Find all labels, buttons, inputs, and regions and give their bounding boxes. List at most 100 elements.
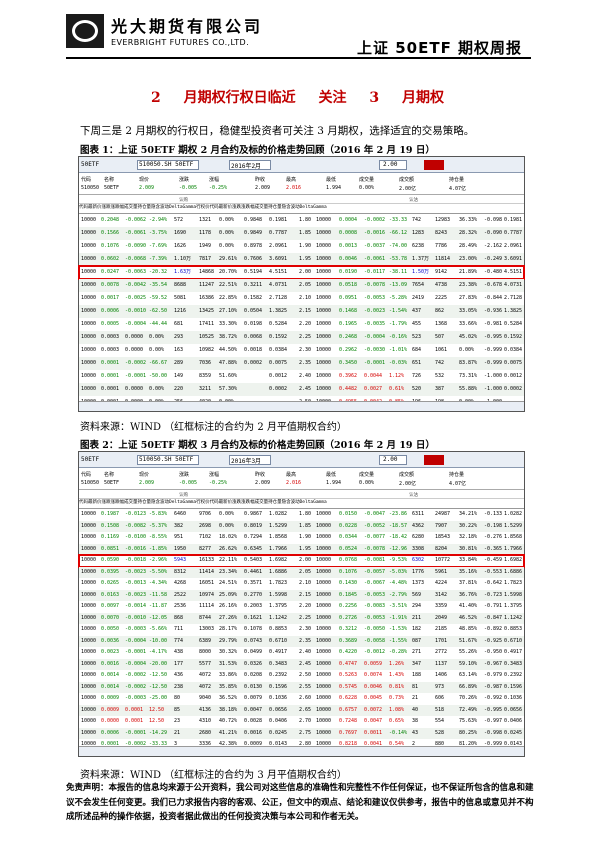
option-cell: 0.0228 [339, 522, 358, 529]
option-row[interactable]: 10000 0.0005 -0.0004 -44.44 681 17411 33.30% 0.… [79, 318, 524, 331]
option-row[interactable]: 10000 0.0097 -0.0014 -11.87 2536 11114 26.16% 0… [79, 601, 524, 613]
disclaimer: 免责声明：本报告的信息均来源于公开资料，我公司对这些信息的准确性和完整性不作任何… [66, 783, 534, 822]
underlying-select[interactable] [137, 455, 199, 465]
option-cell: 0.0097 [101, 603, 120, 609]
call-column-header[interactable]: 成交量 [124, 205, 138, 210]
option-cell: 29.61% [219, 256, 238, 262]
put-column-header[interactable]: Gamma [313, 205, 327, 210]
option-row[interactable]: 10000 0.0050 -0.0003 -5.66% 711 13003 28.17% 0.… [79, 624, 524, 636]
strike-field-value[interactable]: 2.00 [383, 456, 398, 463]
put-column-header[interactable]: 代码 [209, 500, 219, 505]
underlying-select-label[interactable]: 510050.SH 50ETF [139, 161, 194, 168]
put-column-header[interactable]: 隐含波动 [281, 500, 300, 505]
option-row[interactable]: 10000 0.0078 -0.0042 -35.54 8688 11247 22.51% 0… [79, 279, 524, 292]
put-column-header[interactable]: 最新价 [218, 205, 233, 210]
call-column-header[interactable]: 涨跌幅 [110, 500, 125, 505]
call-column-header[interactable]: Delta [169, 205, 183, 210]
call-column-header[interactable]: 隐含波动 [151, 205, 169, 210]
call-column-header[interactable]: 最新价 [88, 205, 102, 210]
put-column-header[interactable]: 持仓量 [268, 500, 282, 505]
option-row[interactable]: 10000 0.0001 -0.0001 -50.00 149 8359 51.60% 0.0… [79, 370, 524, 383]
put-column-header[interactable]: 行权价 [196, 205, 210, 210]
option-row[interactable]: 10000 0.0602 -0.0068 -7.39% 1.10万 7817 29.61% 0… [79, 253, 524, 266]
call-column-header[interactable]: 隐含波动 [151, 500, 169, 505]
option-row[interactable]: 10000 0.0001 0.0000 0.00% 220 3211 57.30% 0.000… [79, 383, 524, 396]
option-row[interactable]: 10000 0.2048 -0.0062 -2.94% 572 1321 0.00% 0.98… [79, 214, 524, 227]
red-toolbar-button[interactable] [424, 455, 444, 465]
option-cell: 0.0344 [339, 534, 358, 540]
month-select[interactable] [229, 160, 271, 170]
option-row[interactable]: 10000 0.0016 -0.0004 -20.00 177 5577 31.53% 0.0… [79, 658, 524, 670]
option-row[interactable]: 10000 0.0265 -0.0013 -4.34% 4268 16051 24.51% 0… [79, 578, 524, 590]
option-row[interactable]: 10000 0.0036 -0.0004 -10.00 774 6389 29.79% 0.0… [79, 635, 524, 647]
option-row[interactable]: 10000 0.1508 -0.0082 -5.37% 382 2698 0.00% 0.80… [79, 520, 524, 532]
option-cell: 10000 [81, 683, 97, 690]
put-column-header[interactable]: 成交量 [254, 500, 269, 505]
option-cell: -1.000 [484, 386, 503, 392]
option-row[interactable]: 10000 0.0014 -0.0002 -12.50 238 4072 35.85% 0.0… [79, 681, 524, 693]
atm-contract-row[interactable]: 10000 0.0590 -0.0018 -2.96% 5943 16133 22.11% 0… [78, 554, 525, 568]
option-row[interactable]: 10000 0.0017 -0.0025 -59.52 5081 16386 22.85% 0… [79, 292, 524, 305]
call-column-header[interactable]: 涨跌 [101, 500, 111, 505]
call-column-header[interactable]: Delta [169, 500, 183, 505]
month-select[interactable] [229, 455, 271, 465]
call-column-header[interactable]: Gamma [182, 500, 197, 505]
call-column-header[interactable]: Gamma [182, 205, 197, 210]
call-column-header[interactable]: 最新价 [88, 500, 102, 505]
put-column-header[interactable]: 涨跌幅 [241, 500, 255, 505]
option-row[interactable]: 10000 0.0000 0.0001 12.50 23 4310 40.72% 0.0028… [79, 716, 524, 728]
call-column-header[interactable]: 代码 [79, 500, 88, 505]
month-select-label[interactable]: 2016年2月 [231, 163, 262, 170]
option-row[interactable]: 10000 0.0851 -0.0016 -1.85% 1950 8277 26.62% 0.… [79, 543, 524, 555]
put-column-header[interactable]: 涨跌幅 [241, 205, 255, 210]
call-column-header[interactable]: 涨跌 [101, 205, 111, 210]
option-row[interactable]: 10000 0.1169 -0.0100 -8.55% 951 7102 18.02% 0.7… [79, 532, 524, 544]
underlying-select-label[interactable]: 510050.SH 50ETF [139, 456, 194, 463]
option-cell: 1406 [435, 672, 448, 678]
put-column-header[interactable]: 成交量 [254, 205, 269, 210]
option-row[interactable]: 10000 0.0009 -0.0003 -25.00 80 9040 36.52% 0.00… [79, 693, 524, 705]
call-column-header[interactable]: 代码 [79, 205, 88, 210]
option-row[interactable]: 10000 0.0163 -0.0023 -11.58 2522 10974 25.09% 0… [79, 589, 524, 601]
option-row[interactable]: 10000 0.0003 0.0000 0.00% 163 10982 44.50% 0.00… [79, 344, 524, 357]
put-column-header[interactable]: Gamma [313, 500, 327, 505]
put-column-header[interactable]: 持仓量 [268, 205, 282, 210]
option-row[interactable]: 10000 0.0023 -0.0001 -4.17% 438 8000 30.32% 0.0… [79, 647, 524, 659]
underlying-select[interactable] [137, 160, 199, 170]
call-column-header[interactable]: 成交量 [124, 500, 138, 505]
strike-field-value[interactable]: 2.00 [383, 161, 398, 168]
put-column-header[interactable]: 行权价 [196, 500, 210, 505]
option-row[interactable]: 10000 0.0006 -0.0010 -62.50 1216 13425 27.10% 0… [79, 305, 524, 318]
option-cell: 4310 [199, 718, 212, 724]
atm-contract-row[interactable]: 10000 0.0247 -0.0063 -20.32 1.63万 14868 20.70%… [78, 265, 525, 280]
red-toolbar-button[interactable] [424, 160, 444, 170]
put-column-header[interactable]: 代码 [209, 205, 219, 210]
put-column-header[interactable]: 最新价 [218, 500, 233, 505]
call-column-header[interactable]: 涨跌幅 [110, 205, 125, 210]
option-row[interactable]: 10000 0.1566 -0.0061 -3.75% 1690 1178 0.00% 0.9… [79, 227, 524, 240]
option-row[interactable]: 10000 0.0006 -0.0001 -14.29 21 2680 41.21% 0.00… [79, 727, 524, 739]
option-row[interactable]: 10000 0.0395 -0.0023 -5.50% 8312 11414 23.34% 0… [79, 566, 524, 578]
option-row[interactable]: 10000 0.0001 -0.0002 -66.67 289 7036 47.88% 0.0… [79, 357, 524, 370]
month-select-label[interactable]: 2016年3月 [231, 458, 262, 465]
report-title: 上证 50ETF 期权周报 [357, 39, 523, 57]
underlying-code-field[interactable]: 50ETF [81, 456, 100, 463]
option-cell: 0.5284 [269, 321, 288, 327]
option-row[interactable]: 10000 0.0001 -0.0002 -33.33 3 3336 42.38% 0.000… [79, 739, 524, 751]
strike-field[interactable] [379, 455, 407, 465]
put-column-header[interactable]: 涨跌 [232, 500, 242, 505]
call-column-header[interactable]: 持仓量 [137, 500, 152, 505]
option-row[interactable]: 10000 0.0070 -0.0010 -12.05 868 8744 27.26% 0.1… [79, 612, 524, 624]
option-row[interactable]: 10000 0.1076 -0.0090 -7.69% 1626 1949 0.00% 0.8… [79, 240, 524, 253]
option-row[interactable]: 10000 0.1987 -0.0123 -5.83% 6460 9706 0.00% 0.9… [79, 509, 524, 521]
put-column-header[interactable]: 涨跌 [232, 205, 242, 210]
underlying-code-field[interactable]: 50ETF [81, 161, 100, 168]
option-row[interactable]: 10000 0.0009 0.0001 12.50 85 4136 38.18% 0.0047… [79, 704, 524, 716]
put-column-header[interactable]: Delta [299, 500, 314, 505]
strike-field[interactable] [379, 160, 407, 170]
option-row[interactable]: 10000 0.0003 0.0000 0.00% 293 10525 38.72% 0.00… [79, 331, 524, 344]
call-column-header[interactable]: 持仓量 [137, 205, 152, 210]
put-column-header[interactable]: Delta [299, 205, 314, 210]
put-column-header[interactable]: 隐含波动 [281, 205, 300, 210]
option-row[interactable]: 10000 0.0014 -0.0002 -12.50 436 4072 33.86% 0.0… [79, 670, 524, 682]
